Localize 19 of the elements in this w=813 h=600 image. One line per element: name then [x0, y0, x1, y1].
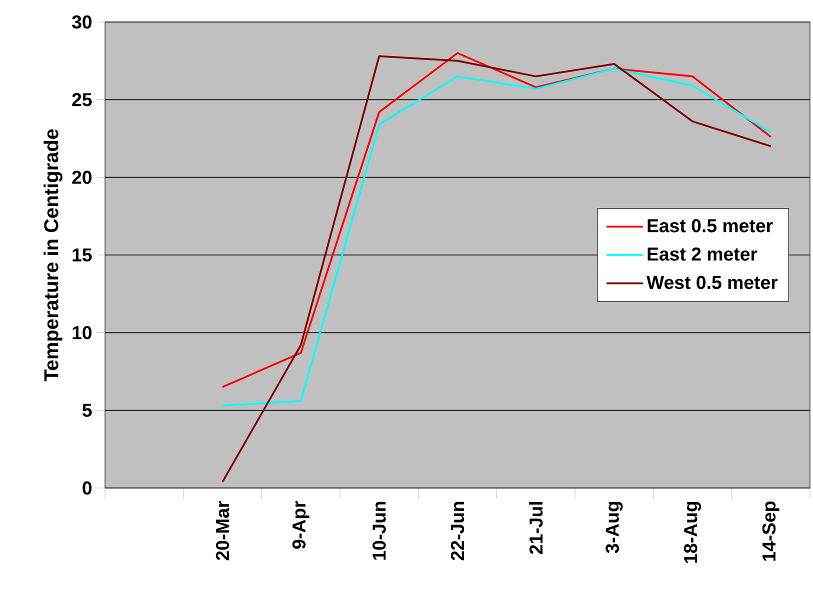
y-tick-label: 30: [72, 15, 92, 29]
y-tick-label: 20: [72, 170, 92, 184]
y-tick-label: 5: [82, 404, 92, 417]
x-tick-label: 21-Jul: [528, 502, 543, 554]
legend-label: East 2 meter: [648, 247, 758, 261]
y-tick-label: 15: [72, 248, 92, 262]
x-tick-label: 14-Sep: [762, 501, 780, 561]
x-tick-label: 3-Aug: [606, 502, 623, 554]
y-tick-label: 0: [82, 481, 92, 495]
x-tick-label: 18-Aug: [684, 502, 701, 563]
x-tick-label: 10-Jun: [372, 502, 386, 560]
x-tick-label: 22-Jun: [450, 502, 464, 560]
legend-label: East 0.5 meter: [648, 219, 773, 232]
x-tick-label: 9-Apr: [292, 500, 310, 549]
y-tick-label: 25: [72, 93, 92, 106]
y-axis-title: Temperature in Centigrade: [44, 129, 62, 382]
x-tick-label: 20-Mar: [216, 501, 230, 560]
y-tick-label: 10: [72, 326, 92, 340]
legend-label: West 0.5 meter: [646, 276, 778, 290]
